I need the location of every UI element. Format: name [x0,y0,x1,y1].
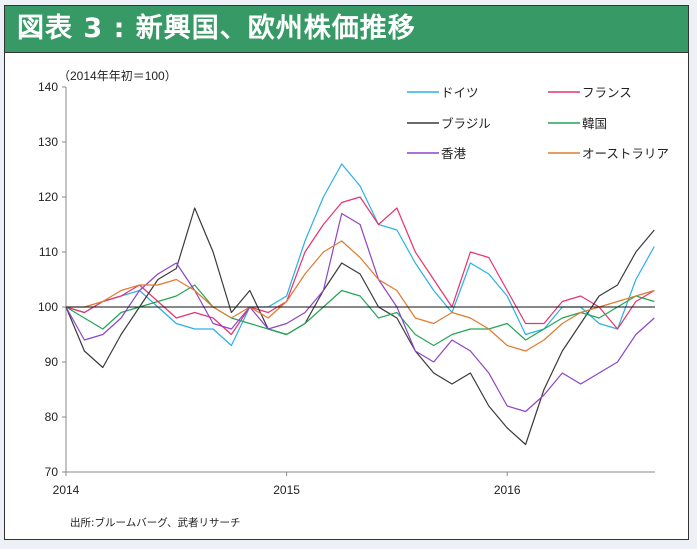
chart-frame: 図表 3 : 新興国、欧州株価推移 [4,5,689,540]
y-tick-label: 130 [38,135,58,149]
x-tick-label: 2015 [273,483,300,497]
series-line-韓国 [65,284,655,347]
y-tick-label: 90 [45,355,59,369]
y-axis-unit-label: （2014年年初＝100） [58,69,177,83]
y-tick-label: 120 [38,190,58,204]
y-tick-label: 100 [38,300,58,314]
y-tick-label: 70 [45,465,59,479]
series-line-ドイツ [65,163,655,347]
series-line-香港 [65,212,655,413]
legend-label: ドイツ [441,85,479,100]
legend-label: オーストラリア [582,146,669,161]
source-note: 出所:ブルームバーグ、武者リサーチ [70,516,241,529]
series-line-オーストラリア [66,240,655,352]
y-tick-label: 110 [39,245,58,259]
chart-title: 図表 3 : 新興国、欧州株価推移 [5,6,688,53]
legend-label: ブラジル [441,116,491,131]
legend-label: 香港 [441,146,467,161]
y-tick-label: 140 [38,80,58,94]
x-tick-label: 2016 [494,483,521,497]
legend-label: フランス [582,85,632,100]
series-line-フランス [65,196,655,336]
y-tick-label: 80 [45,410,59,424]
legend-label: 韓国 [582,116,607,131]
x-tick-label: 2014 [53,483,80,497]
series-line-ブラジル [65,207,655,446]
